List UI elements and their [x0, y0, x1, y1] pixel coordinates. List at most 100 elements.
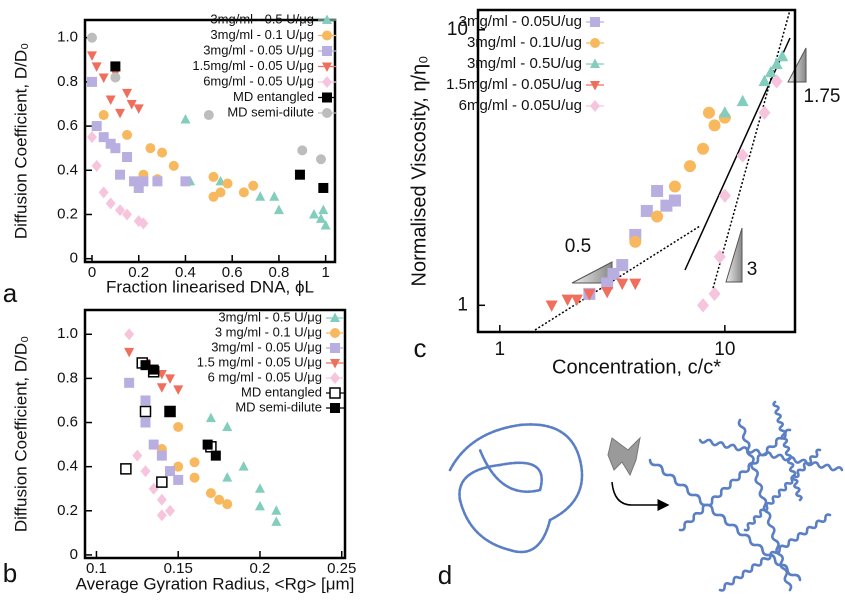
marker [205, 412, 216, 423]
marker [713, 249, 726, 264]
dna-coil [498, 461, 543, 492]
marker [148, 364, 159, 375]
marker [139, 405, 152, 418]
y-tick-label: 0.4 [57, 161, 78, 178]
marker [545, 300, 558, 312]
marker [115, 204, 126, 217]
legend-label: 3mg/ml - 0.05U/ug [459, 13, 582, 30]
legend-marker [322, 46, 332, 56]
marker [222, 178, 233, 189]
legend-marker [330, 372, 340, 384]
x-tick-label: 1 [495, 339, 506, 360]
marker [124, 377, 135, 388]
x-tick-label: 0 [88, 264, 96, 281]
slope-triangle [787, 47, 807, 83]
legend-label: 3mg/ml - 0.05 U/μg [203, 42, 314, 57]
dna-strand [678, 428, 792, 532]
legend-marker [322, 14, 332, 24]
y-tick-label: 0.2 [57, 502, 78, 519]
y-axis-label: Normalised Viscosity, η/η₀ [408, 56, 430, 287]
marker [91, 159, 102, 172]
marker [764, 65, 777, 78]
legend-marker [322, 76, 332, 88]
x-tick-label: 0.2 [250, 560, 271, 577]
marker [115, 108, 126, 119]
marker [87, 131, 98, 144]
marker [683, 160, 696, 173]
marker [668, 194, 681, 207]
dna-strand [648, 458, 802, 582]
marker [203, 110, 214, 121]
y-tick-label: 0 [70, 546, 78, 563]
marker [208, 171, 219, 182]
panel-label: a [3, 278, 18, 308]
panel-label: d [438, 560, 452, 590]
legend-label: 3mg/ml - 0.5U/ug [467, 55, 582, 72]
marker [110, 143, 121, 154]
annotation: 0.5 [565, 236, 591, 257]
marker [156, 450, 167, 461]
marker [770, 57, 783, 70]
x-axis-label: Fraction linearised DNA, ϕL [106, 277, 314, 296]
marker [87, 76, 98, 87]
marker [115, 169, 126, 180]
legend-label: 3 mg/ml - 0.1 U/μg [215, 324, 322, 339]
legend-label: MD semi-dilute [235, 399, 322, 414]
legend-marker [590, 100, 600, 112]
marker [238, 187, 249, 198]
panel-label: b [3, 558, 17, 588]
legend-marker [322, 108, 332, 118]
marker [140, 465, 151, 478]
marker [91, 62, 102, 72]
marker [173, 461, 184, 472]
marker [173, 385, 184, 395]
marker [180, 176, 191, 187]
annotation: 3 [747, 259, 758, 280]
marker [120, 463, 132, 475]
y-tick-label: 0.8 [57, 369, 78, 386]
marker [601, 286, 614, 299]
marker [776, 49, 789, 62]
legend-label: 1.5mg/ml - 0.05 U/μg [192, 58, 314, 73]
legend-label: 3mg/ml - 0.1U/ug [467, 34, 582, 51]
marker [152, 176, 163, 187]
legend-marker [322, 92, 332, 103]
dna-strand [698, 438, 844, 472]
marker [132, 449, 143, 462]
marker [156, 476, 168, 488]
marker [205, 488, 216, 499]
marker [708, 119, 721, 132]
dna-coil [518, 423, 582, 462]
marker [718, 106, 731, 118]
y-tick-label: 0.8 [57, 73, 78, 90]
legend-marker [590, 17, 600, 27]
marker [238, 461, 249, 471]
marker [133, 182, 144, 193]
legend-label: 3mg/ml - 0.05 U/μg [211, 339, 322, 354]
marker [315, 213, 326, 223]
marker [616, 259, 629, 272]
legend-marker [330, 359, 340, 369]
marker [601, 277, 614, 290]
marker [140, 395, 151, 406]
marker [708, 286, 721, 302]
marker [697, 142, 710, 155]
legend-label: MD entangled [241, 384, 322, 399]
dna-coil [458, 463, 502, 502]
legend-label: 1.5mg/ml - 0.05U/ug [446, 76, 582, 93]
marker [156, 493, 167, 506]
x-tick-label: 10 [714, 339, 735, 360]
y-tick-label: 1.0 [57, 29, 78, 46]
dna-coil [448, 423, 522, 472]
y-axis-label: Diffusion Coefficient, D/D₀ [11, 336, 30, 532]
marker [320, 220, 331, 230]
dna-coil [508, 518, 552, 554]
marker [165, 466, 176, 477]
dna-coil [458, 498, 512, 552]
marker [180, 113, 191, 124]
marker [697, 298, 710, 313]
legend-label: MD semi-dilute [227, 104, 314, 119]
plot-frame [476, 8, 797, 334]
marker [222, 472, 233, 482]
